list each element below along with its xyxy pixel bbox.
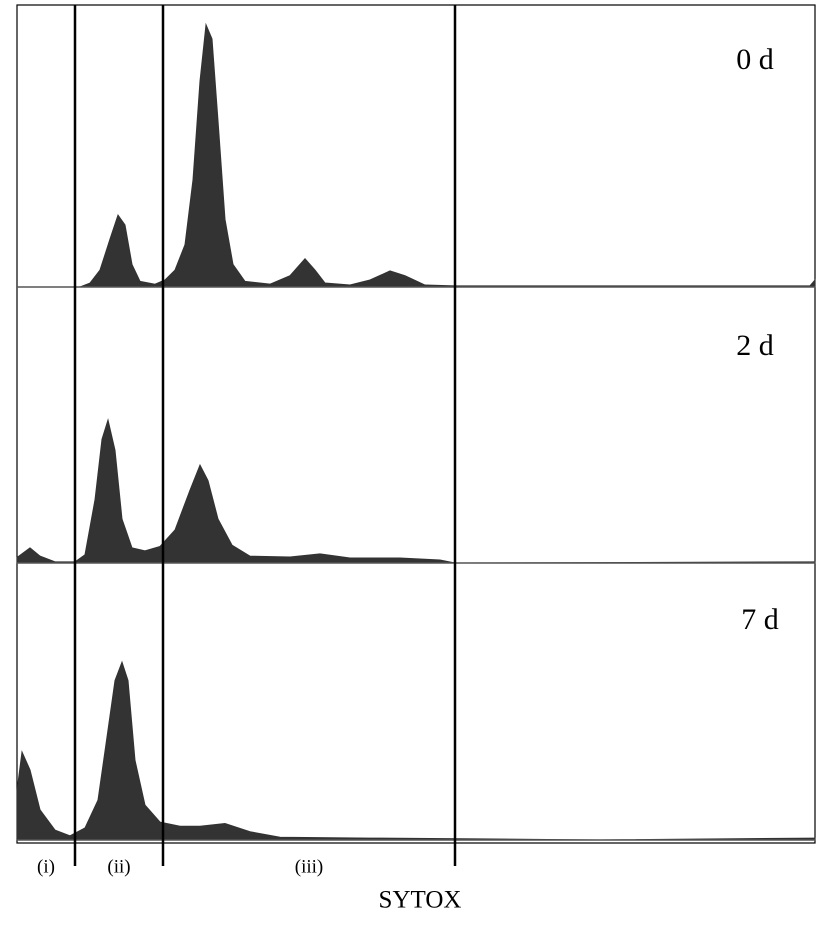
region-label: (iii) (295, 856, 324, 877)
frame (16, 4, 816, 844)
region-label: (i) (37, 856, 55, 877)
histogram (16, 660, 816, 841)
panel-label: 0 d (736, 43, 774, 76)
panel-label: 2 d (736, 329, 774, 362)
histogram (16, 418, 816, 564)
region-label: (ii) (107, 856, 130, 877)
x-axis-label: SYTOX (379, 887, 462, 914)
histogram (17, 22, 816, 288)
panel-label: 7 d (741, 603, 779, 636)
